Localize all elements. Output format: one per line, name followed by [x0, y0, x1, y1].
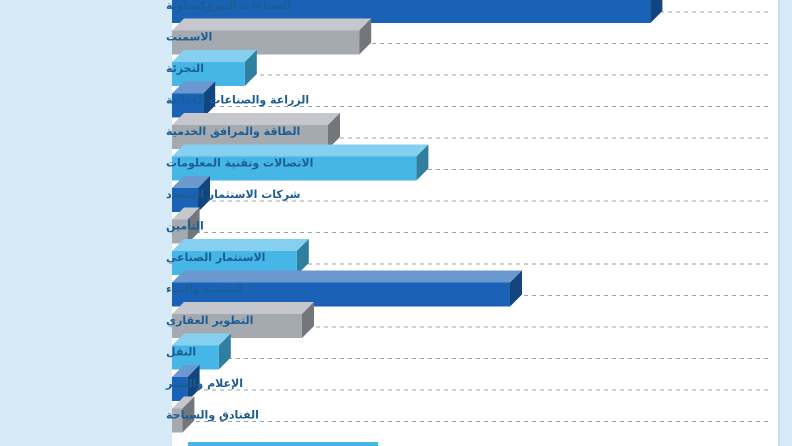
bar-side-face — [510, 270, 522, 307]
category-label: الإعلام والنشر — [165, 377, 243, 390]
bar-top-face — [172, 270, 522, 283]
bar-side-face — [198, 176, 210, 212]
category-label: الصناعات البتروكيماوية — [166, 0, 290, 12]
bar-side-face — [416, 144, 429, 181]
bar-side-face — [244, 50, 257, 86]
bar-side-face — [650, 0, 663, 23]
category-label: التجزئة — [166, 62, 204, 75]
category-label: الاستثمار الصناعي — [166, 251, 265, 264]
bar-side-face — [328, 113, 340, 149]
category-label: الاتصالات وتقنية المعلومات — [166, 157, 313, 170]
bar-top-face — [172, 333, 231, 346]
bar-top-face — [172, 18, 372, 31]
bar-top-face — [172, 50, 257, 62]
category-label: النقل — [166, 346, 196, 359]
category-label: الزراعة والصناعات الغذائية — [166, 94, 309, 107]
bar-side-face — [359, 18, 372, 55]
bar — [172, 377, 188, 401]
bar-side-face — [296, 239, 309, 275]
category-label: الطاقة والمرافق الخدمية — [166, 125, 300, 138]
bar-top-face — [172, 176, 210, 188]
label-panel — [0, 0, 172, 446]
bar-side-face — [182, 396, 195, 433]
bar-side-face — [203, 81, 216, 118]
bar-side-face — [218, 333, 231, 370]
bar-top-face — [172, 302, 314, 314]
bar-side-face — [187, 207, 200, 244]
bar-top-face — [172, 239, 309, 251]
bar-top-face — [172, 113, 340, 125]
category-label: شركات الاستثمار المتعدد — [166, 188, 300, 201]
right-frame — [780, 0, 792, 446]
bar — [172, 156, 417, 181]
bar-side-face — [187, 365, 200, 401]
bar — [172, 219, 188, 244]
category-label: التطوير العقاري — [166, 314, 253, 327]
bar — [172, 408, 183, 433]
category-label: التشييد والبناء — [166, 283, 242, 296]
bar-top-face — [172, 396, 195, 409]
category-label: التأمين — [166, 219, 204, 233]
category-label: الفنادق والسياحة — [166, 409, 259, 422]
bar-side-face — [302, 302, 314, 338]
bar-partial — [188, 442, 378, 446]
bar-top-face — [172, 81, 216, 94]
bar — [172, 0, 651, 23]
category-label: الاسمنت — [166, 31, 212, 44]
bar-top-face — [172, 365, 200, 377]
bar-top-face — [172, 207, 200, 220]
right-frame-edge — [778, 0, 780, 446]
bar-top-face — [172, 144, 429, 157]
